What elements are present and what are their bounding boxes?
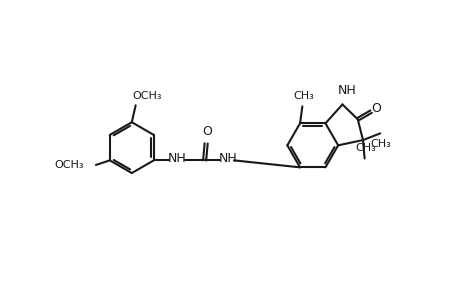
Text: O: O	[202, 125, 212, 138]
Text: CH₃: CH₃	[370, 139, 391, 149]
Text: OCH₃: OCH₃	[132, 91, 162, 101]
Text: NH: NH	[337, 84, 356, 97]
Text: CH₃: CH₃	[293, 91, 313, 101]
Text: OCH₃: OCH₃	[54, 160, 84, 170]
Text: NH: NH	[167, 152, 186, 165]
Text: CH₃: CH₃	[354, 143, 375, 153]
Text: O: O	[371, 102, 381, 115]
Text: NH: NH	[218, 152, 236, 165]
